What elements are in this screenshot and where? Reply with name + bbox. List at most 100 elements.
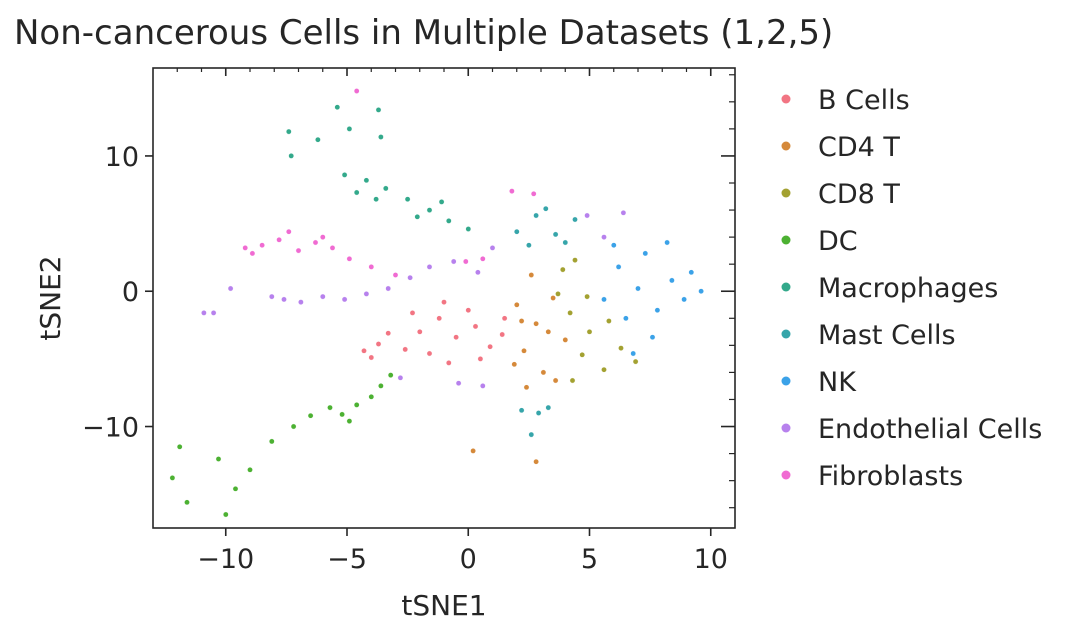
point-3-11 — [176, 443, 183, 450]
point-3-1 — [368, 393, 375, 400]
series-5 — [514, 205, 578, 438]
point-4-13 — [346, 126, 353, 132]
point-7-12 — [210, 310, 217, 316]
point-1-10 — [545, 328, 552, 335]
point-5-2 — [552, 231, 559, 238]
point-8-7 — [319, 234, 326, 240]
point-3-6 — [307, 412, 314, 419]
point-7-3 — [363, 291, 370, 297]
y-tick-label-1: 0 — [122, 277, 139, 308]
point-6-7 — [681, 296, 687, 303]
point-1-0 — [514, 301, 520, 308]
point-6-12 — [664, 239, 670, 246]
x-tick-label-1: −5 — [327, 544, 367, 575]
point-7-17 — [479, 383, 486, 389]
point-8-12 — [509, 188, 515, 194]
point-4-6 — [465, 226, 472, 232]
point-8-5 — [249, 250, 256, 257]
series-2 — [555, 257, 639, 384]
point-6-10 — [688, 269, 695, 276]
point-3-15 — [232, 485, 239, 492]
point-3-7 — [290, 423, 297, 430]
point-0-3 — [487, 343, 493, 350]
point-4-17 — [378, 134, 384, 140]
point-5-10 — [528, 431, 535, 438]
point-1-6 — [523, 384, 530, 391]
point-7-18 — [601, 234, 607, 240]
point-7-14 — [227, 285, 234, 292]
point-7-6 — [268, 293, 275, 300]
series-0 — [361, 299, 508, 366]
point-5-5 — [543, 205, 549, 212]
point-7-4 — [385, 285, 392, 292]
x-tick-label-2: 0 — [460, 544, 477, 575]
y-axis-label: tSNE2 — [34, 255, 67, 340]
point-5-7 — [518, 407, 525, 414]
point-0-9 — [477, 356, 484, 362]
legend-marker-1 — [781, 141, 791, 151]
point-7-16 — [455, 380, 462, 387]
point-0-6 — [416, 328, 423, 335]
point-4-12 — [334, 104, 341, 110]
point-3-12 — [169, 475, 176, 481]
point-0-1 — [453, 334, 459, 341]
point-0-8 — [445, 360, 452, 366]
point-7-7 — [407, 274, 413, 281]
point-4-11 — [315, 136, 321, 143]
series-4 — [285, 104, 472, 232]
point-0-12 — [361, 347, 367, 354]
scatter-points — [169, 88, 704, 518]
x-axis-label: tSNE1 — [401, 589, 486, 622]
point-6-5 — [642, 250, 649, 257]
point-8-14 — [479, 255, 486, 262]
point-0-2 — [472, 323, 479, 330]
legend-marker-8 — [781, 470, 791, 480]
point-0-7 — [499, 331, 506, 338]
point-4-2 — [382, 185, 389, 192]
point-1-7 — [552, 377, 559, 384]
y-tick-label-0: 10 — [105, 142, 139, 173]
point-1-8 — [528, 272, 535, 278]
x-tick-label-4: 10 — [694, 544, 728, 575]
point-6-9 — [630, 350, 637, 357]
point-1-13 — [518, 318, 525, 324]
legend-label-3: DC — [818, 226, 858, 257]
point-2-6 — [618, 345, 624, 351]
point-0-5 — [465, 307, 472, 314]
point-8-1 — [276, 236, 282, 243]
point-8-0 — [259, 242, 265, 248]
plot-frame — [152, 67, 736, 529]
point-3-4 — [327, 404, 333, 411]
point-8-4 — [329, 245, 336, 251]
point-4-14 — [375, 107, 382, 113]
point-4-8 — [414, 213, 421, 220]
point-0-10 — [409, 310, 416, 316]
point-1-3 — [521, 347, 527, 354]
point-5-8 — [535, 410, 542, 416]
legend-marker-7 — [781, 423, 791, 433]
point-4-0 — [341, 172, 348, 178]
point-1-1 — [533, 320, 539, 327]
point-3-3 — [378, 383, 384, 389]
point-0-16 — [501, 315, 508, 322]
chart-title: Non-cancerous Cells in Multiple Datasets… — [14, 13, 833, 53]
point-2-1 — [586, 328, 593, 335]
point-0-13 — [385, 330, 392, 337]
legend-label-8: Fibroblasts — [818, 461, 963, 492]
point-0-0 — [436, 315, 443, 322]
x-tick-label-0: −10 — [197, 544, 254, 575]
point-4-16 — [285, 128, 292, 135]
series-3 — [169, 372, 394, 518]
point-3-14 — [222, 511, 229, 518]
point-7-5 — [281, 296, 287, 303]
point-6-4 — [669, 277, 675, 284]
point-8-8 — [346, 255, 353, 262]
x-tick-label-3: 5 — [581, 544, 598, 575]
point-3-8 — [268, 438, 275, 445]
point-8-10 — [392, 272, 399, 278]
point-6-13 — [698, 288, 704, 295]
legend-marker-6 — [781, 376, 791, 386]
legend-label-4: Macrophages — [818, 273, 998, 304]
point-1-4 — [540, 369, 547, 376]
series-6 — [601, 239, 704, 357]
